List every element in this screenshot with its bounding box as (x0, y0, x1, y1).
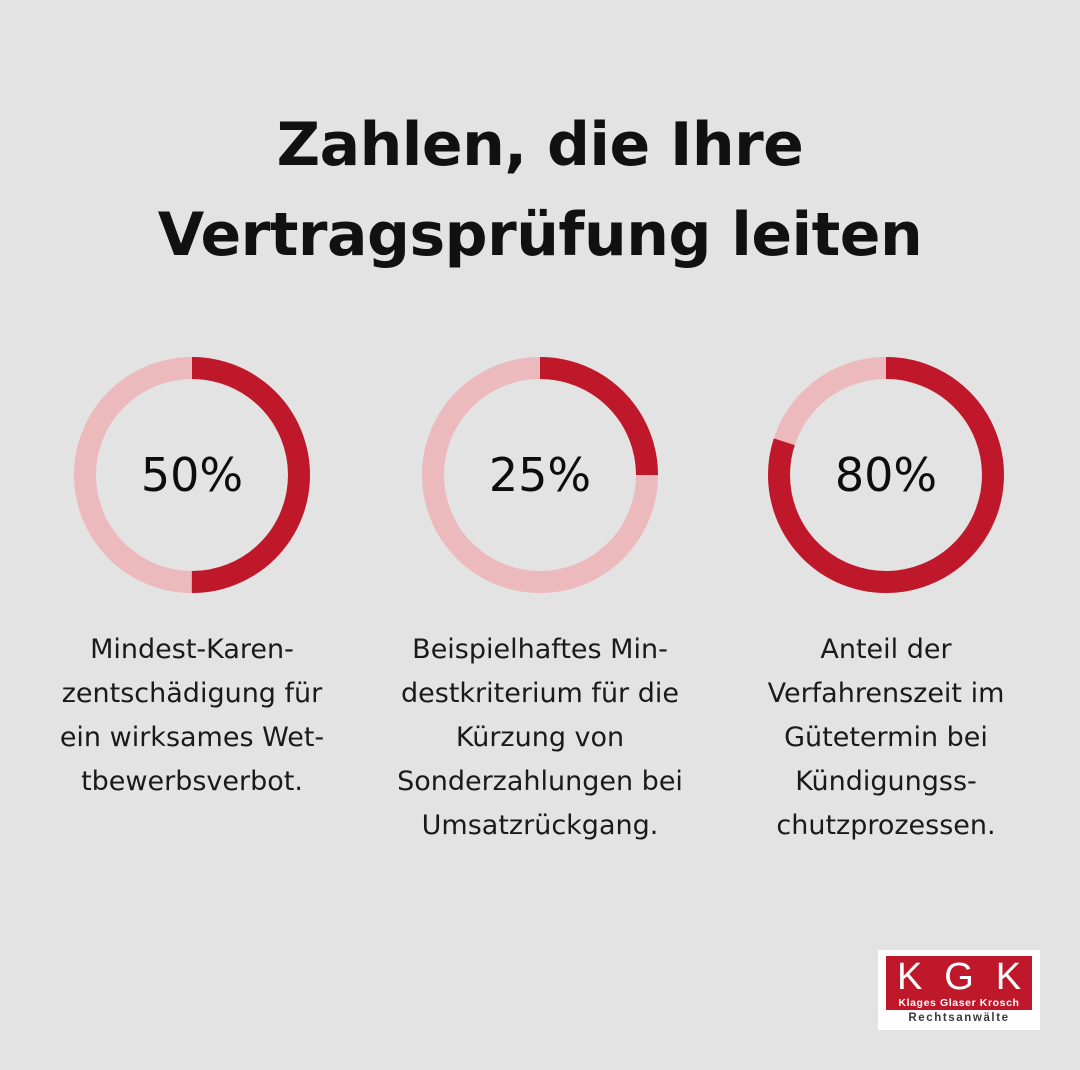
page-title-line-2: Vertragsprüfung leiten (157, 200, 923, 270)
page-title: Zahlen, die Ihre Vertragsprüfung leiten (0, 100, 1080, 280)
donut-svg (768, 357, 1004, 593)
caption-line: tbewerbsverbot. (81, 766, 303, 797)
logo-letters: K G K (886, 956, 1032, 998)
company-logo: K G K Klages Glaser Krosch Rechtsanwälte (878, 950, 1040, 1030)
logo-subtitle: Rechtsanwälte (908, 1012, 1010, 1024)
caption-line: Sonderzahlungen bei (397, 766, 683, 797)
caption-line: Kündigungss- (795, 766, 977, 797)
stat-caption: Mindest-Karen- zentschädigung für ein wi… (42, 628, 342, 804)
caption-line: zentschädigung für (61, 678, 323, 709)
caption-line: Anteil der (820, 634, 952, 665)
page-title-line-1: Zahlen, die Ihre (276, 110, 804, 180)
donut-svg (74, 357, 310, 593)
logo-letter: K (995, 956, 1022, 998)
caption-line: Verfahrenszeit im (767, 678, 1005, 709)
caption-line: Kürzung von (455, 722, 625, 753)
stat-value: 50% (140, 448, 244, 502)
caption-line: Gütetermin bei (784, 722, 988, 753)
caption-line: Umsatzrückgang. (421, 810, 659, 841)
caption-line: Beispielhaftes Min- (412, 634, 668, 665)
stat-caption: Anteil der Verfahrenszeit im Gütetermin … (736, 628, 1036, 848)
caption-line: ein wirksames Wet- (59, 722, 325, 753)
caption-line: Mindest-Karen- (90, 634, 294, 665)
logo-names: Klages Glaser Krosch (886, 996, 1032, 1010)
stat-card: 80% Anteil der Verfahrenszeit im Güteter… (706, 350, 1066, 848)
donut-chart: 25% (415, 350, 665, 600)
stat-caption: Beispielhaftes Min- destkriterium für di… (390, 628, 690, 848)
caption-line: destkriterium für die (401, 678, 679, 709)
donut-progress-arc (74, 357, 310, 593)
caption-line: chutzprozessen. (776, 810, 996, 841)
donut-chart: 80% (761, 350, 1011, 600)
stat-card: 25% Beispielhaftes Min- destkriterium fü… (360, 350, 720, 848)
donut-svg (422, 357, 658, 593)
logo-letter: G (944, 956, 974, 998)
stat-value: 80% (834, 448, 938, 502)
stat-card: 50% Mindest-Karen- zentschädigung für ei… (12, 350, 372, 804)
donut-progress-arc (422, 357, 658, 593)
donut-progress-arc (768, 357, 1004, 593)
stat-value: 25% (488, 448, 592, 502)
logo-letter: K (896, 956, 923, 998)
donut-chart: 50% (67, 350, 317, 600)
